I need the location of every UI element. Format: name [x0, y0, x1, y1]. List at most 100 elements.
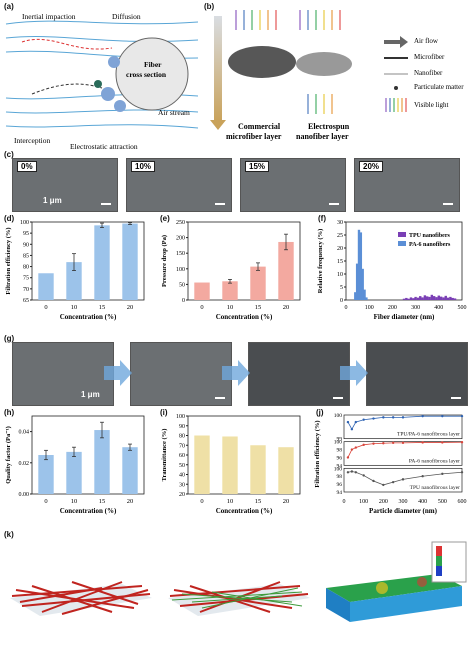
legend-swatch: [398, 232, 406, 237]
x-tick-label: 300: [411, 305, 420, 311]
commercial-layer-label-2: microfiber layer: [226, 132, 282, 141]
subplot-frame: [343, 467, 463, 493]
x-axis-label: Particle diameter (nm): [369, 507, 438, 515]
y-tick-label: 0: [182, 298, 185, 304]
plot-frame: [31, 415, 145, 495]
histogram-bar: [451, 297, 454, 300]
series-label: PA-6 nanofibrous layer: [409, 457, 460, 464]
y-tick-label: 100: [20, 220, 29, 226]
chart-pressure-drop: Concentration (%) Pressure drop (Pa) 0 50 10…: [161, 220, 301, 321]
scale-bar: [443, 203, 453, 205]
y-axis-label: Filtration efficiency (%): [314, 420, 321, 487]
legend-swatch: [398, 241, 406, 246]
sem-image-10: 10%: [126, 158, 232, 212]
y-tick-label: 80: [179, 434, 185, 440]
bar: [194, 282, 210, 300]
y-axis-label: Filtration efficiency (%): [5, 227, 12, 294]
y-tick-label: 60: [179, 453, 185, 459]
y-tick-label: 0: [340, 298, 343, 304]
series-line: [347, 415, 462, 431]
scale-bar: [329, 203, 339, 205]
y-tick-label: 70: [179, 443, 185, 449]
bar: [122, 223, 138, 300]
histogram-bar: [359, 232, 363, 300]
histogram-bar: [430, 294, 434, 300]
histogram-bar: [453, 298, 457, 300]
x-tick-label: 15: [255, 304, 262, 311]
model-red-green-fibers: [168, 581, 310, 616]
histogram-bar: [365, 297, 368, 300]
x-tick-label: 100: [359, 499, 368, 505]
histogram-bar: [435, 297, 438, 300]
x-axis-label: Concentration (%): [60, 313, 117, 321]
y-tick-label: 30: [179, 482, 185, 488]
scale-bar: [333, 397, 343, 399]
y-tick-label: 98: [337, 448, 343, 454]
histogram-bar: [409, 297, 413, 300]
histogram-bar: [419, 296, 422, 300]
panel-k-label: (k): [4, 530, 14, 539]
x-tick-label: 0: [343, 499, 346, 505]
sem-sequence-4: [366, 342, 468, 406]
y-tick-label: 0.00: [19, 492, 30, 498]
histogram-bar: [439, 296, 443, 300]
sem-tag: 10%: [131, 161, 156, 172]
x-tick-label: 0: [44, 304, 47, 311]
y-tick-label: 99: [337, 437, 343, 443]
data-point: [460, 471, 464, 474]
panel-b-label: (b): [204, 2, 215, 11]
y-tick-label: 98: [337, 474, 343, 480]
histogram-bar: [405, 297, 408, 300]
series-label: TPU nanofibrous layer: [410, 484, 461, 491]
scale-bar: [215, 203, 225, 205]
scale-bar: [215, 397, 225, 399]
y-tick-label: 80: [23, 265, 29, 271]
label-air-stream: Air stream: [158, 108, 190, 117]
label-inertial-impaction: Inertial impaction: [22, 12, 76, 21]
legend-nanofiber: Nanofiber: [414, 69, 443, 77]
x-tick-label: 10: [71, 498, 78, 505]
y-tick-label: 15: [337, 259, 343, 265]
panel-b: (b) Commercial microfiber layer El: [204, 2, 470, 150]
sem-image-15: 15%: [240, 158, 346, 212]
panel-f-label: (f): [318, 214, 326, 223]
chart-fiber-diameter: Fiber diameter (nm) Relative frequency (%…: [317, 220, 467, 321]
x-tick-label: 400: [434, 305, 443, 311]
bar: [38, 273, 54, 300]
light-rays-top: [235, 10, 341, 114]
histogram-bar: [355, 263, 359, 300]
y-tick-label: 250: [176, 220, 185, 226]
scale-label: 1 μm: [81, 390, 100, 399]
subplot-frame: [343, 414, 463, 440]
y-tick-label: 20: [179, 492, 185, 498]
electrospun-layer-label-2: nanofiber layer: [296, 132, 349, 141]
histogram-bar: [421, 297, 424, 300]
y-tick-label: 50: [179, 282, 185, 288]
label-cross-section: cross section: [126, 70, 167, 79]
histogram-bar: [357, 229, 361, 300]
scale-label: 1 μm: [43, 196, 62, 205]
panel-d-label: (d): [4, 214, 15, 223]
y-tick-label: 96: [337, 455, 343, 461]
histogram-bar: [437, 295, 440, 300]
x-tick-label: 0: [345, 305, 348, 311]
x-tick-label: 400: [418, 499, 427, 505]
panel-c-label: (c): [4, 150, 14, 159]
bar: [222, 436, 238, 494]
histogram-bar: [407, 298, 410, 300]
y-tick-label: 94: [337, 463, 343, 469]
y-tick-label: 20: [337, 246, 343, 252]
histogram-bar: [414, 296, 417, 300]
sequence-arrows: [104, 360, 368, 386]
y-tick-label: 40: [179, 473, 185, 479]
histogram-bar: [354, 292, 357, 300]
legend-microfiber: Microfiber: [414, 53, 445, 61]
y-tick-label: 50: [179, 463, 185, 469]
y-axis-label: Relative frequency (%): [317, 229, 324, 294]
x-tick-label: 0: [200, 304, 203, 311]
label-fiber: Fiber: [144, 60, 162, 69]
chart-filtration-efficiency: Concentration (%) Filtration efficiency (…: [5, 220, 145, 321]
x-tick-label: 0: [200, 498, 203, 505]
x-tick-label: 200: [379, 499, 388, 505]
y-tick-label: 94: [337, 490, 343, 496]
